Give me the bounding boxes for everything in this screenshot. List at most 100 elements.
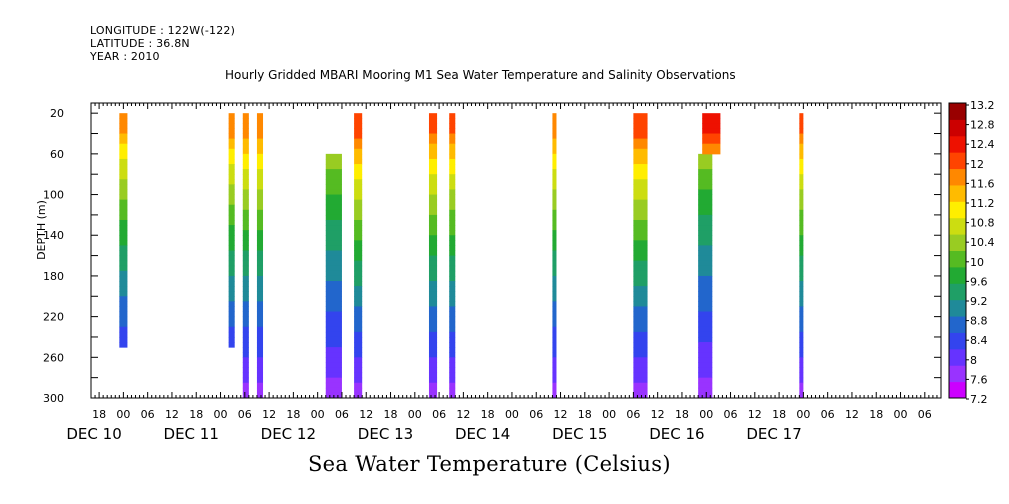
profile-1-cell	[228, 321, 235, 328]
profile-7-cell	[449, 133, 456, 140]
x-tick-label: 00	[796, 408, 810, 421]
profile-5-cell	[354, 204, 363, 211]
profile-4-cell	[325, 331, 342, 338]
x-date-label: DEC 16	[649, 425, 704, 443]
profile-9-cell	[633, 342, 648, 348]
profile-7-cell	[449, 347, 456, 353]
profile-8-cell	[552, 184, 557, 190]
profile-9-cell	[633, 199, 648, 206]
profile-6-cell	[428, 133, 438, 140]
profile-10-cell	[698, 331, 713, 338]
profile-4-cell	[325, 174, 342, 180]
profile-4-cell	[325, 311, 342, 318]
profile-0-cell	[119, 184, 128, 190]
profile-5-cell	[354, 138, 363, 145]
profile-12-cell	[799, 113, 804, 119]
profile-2-cell	[242, 153, 249, 160]
profile-6-cell	[428, 260, 438, 267]
profile-8-cell	[552, 194, 557, 201]
profile-8-cell	[552, 382, 557, 389]
x-tick-label: 18	[92, 408, 106, 421]
x-date-label: DEC 15	[552, 425, 607, 443]
profile-4-cell	[325, 377, 342, 384]
profile-2-cell	[242, 158, 249, 165]
profile-3-cell	[256, 169, 264, 175]
profile-9-cell	[633, 179, 648, 185]
profile-9-cell	[633, 372, 648, 379]
profile-4-cell	[325, 316, 342, 323]
profile-4-cell	[325, 265, 342, 272]
year-label: YEAR : 2010	[90, 50, 160, 63]
profile-9-cell	[633, 281, 648, 287]
profile-6-cell	[428, 138, 438, 145]
profile-3-cell	[256, 148, 264, 155]
profile-3-cell	[256, 240, 264, 246]
profile-2-cell	[242, 347, 249, 353]
profile-6-cell	[428, 291, 438, 297]
profile-6-cell	[428, 230, 438, 236]
profile-2-cell	[242, 214, 249, 221]
profile-6-cell	[428, 275, 438, 282]
profile-8-cell	[552, 316, 557, 323]
profile-4-cell	[325, 275, 342, 282]
profile-1-cell	[228, 225, 235, 231]
profile-7-cell	[449, 270, 456, 277]
profile-4-cell	[325, 372, 342, 379]
profile-0-cell	[119, 275, 128, 282]
profile-1-cell	[228, 179, 235, 185]
colorbar-label: 8	[970, 354, 977, 367]
profile-11-cell	[702, 113, 721, 119]
profile-12-cell	[799, 352, 804, 358]
profile-8-cell	[552, 225, 557, 231]
profile-7-cell	[449, 240, 456, 246]
profile-10-cell	[698, 296, 713, 302]
profile-5-cell	[354, 336, 363, 343]
profile-8-cell	[552, 326, 557, 333]
profile-9-cell	[633, 143, 648, 150]
profile-4-cell	[325, 387, 342, 394]
profile-10-cell	[698, 372, 713, 379]
x-tick-label: 00	[699, 408, 713, 421]
colorbar-swatch	[949, 152, 966, 170]
profile-10-cell	[698, 225, 713, 231]
profile-9-cell	[633, 331, 648, 338]
profile-10-cell	[698, 209, 713, 216]
profile-10-cell	[698, 316, 713, 323]
x-tick-label: 12	[651, 408, 665, 421]
profile-3-cell	[256, 357, 264, 363]
profile-7-cell	[449, 392, 456, 399]
colorbar-swatch	[949, 365, 966, 383]
profile-7-cell	[449, 169, 456, 175]
profile-9-cell	[633, 357, 648, 363]
profile-1-cell	[228, 240, 235, 246]
profile-0-cell	[119, 174, 128, 180]
profile-8-cell	[552, 113, 557, 119]
profile-12-cell	[799, 331, 804, 338]
profile-1-cell	[228, 291, 235, 297]
profile-5-cell	[354, 245, 363, 251]
profile-6-cell	[428, 357, 438, 363]
profile-2-cell	[242, 138, 249, 145]
y-tick-label: 260	[43, 351, 64, 364]
profile-6-cell	[428, 184, 438, 190]
colorbar-label: 8.8	[970, 315, 988, 328]
profile-10-cell	[698, 311, 713, 318]
profile-5-cell	[354, 367, 363, 374]
profile-7-cell	[449, 219, 456, 226]
profile-3-cell	[256, 184, 264, 190]
profile-7-cell	[449, 209, 456, 216]
profile-10-cell	[698, 153, 713, 160]
profile-2-cell	[242, 306, 249, 313]
profile-4-cell	[325, 382, 342, 389]
profile-3-cell	[256, 204, 264, 211]
profile-7-cell	[449, 367, 456, 374]
profile-1-cell	[228, 164, 235, 170]
profile-5-cell	[354, 275, 363, 282]
profile-1-cell	[228, 133, 235, 140]
profile-8-cell	[552, 387, 557, 394]
profile-8-cell	[552, 331, 557, 338]
profile-4-cell	[325, 336, 342, 343]
profile-11-cell	[702, 138, 721, 145]
profile-8-cell	[552, 306, 557, 313]
profile-6-cell	[428, 194, 438, 201]
